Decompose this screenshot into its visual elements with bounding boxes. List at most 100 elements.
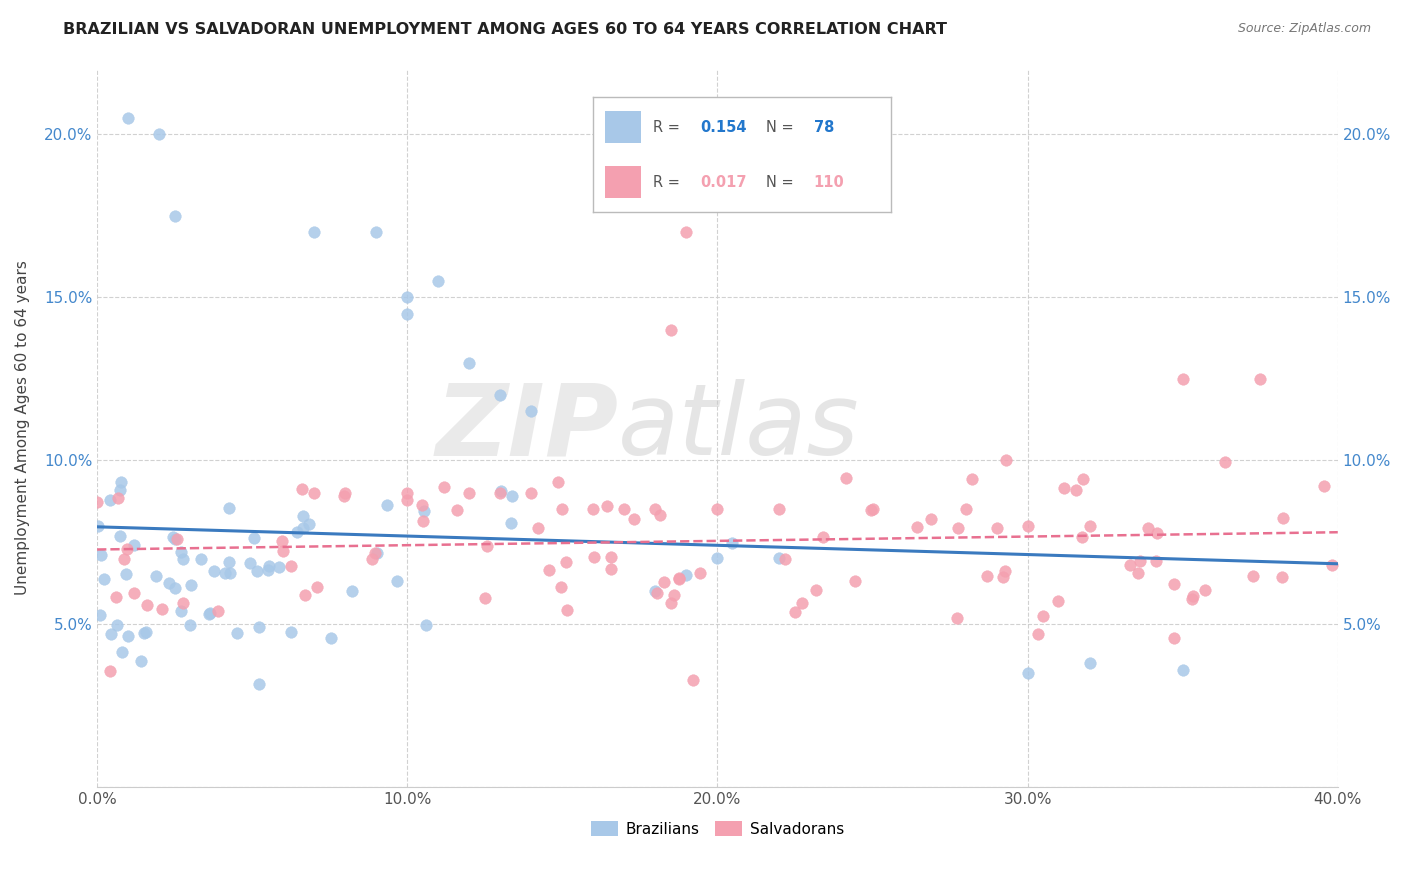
Point <box>501 490 523 504</box>
Point <box>1181 591 1204 606</box>
Point <box>145 569 167 583</box>
Point <box>257 559 280 574</box>
Point <box>1194 582 1216 597</box>
Point <box>110 475 132 489</box>
Point <box>520 404 543 418</box>
Point <box>955 502 977 516</box>
Point <box>1071 472 1094 486</box>
Point <box>623 512 645 526</box>
Point <box>257 563 280 577</box>
Point <box>1181 589 1204 603</box>
Point <box>907 519 929 533</box>
Point <box>1144 554 1167 568</box>
Point <box>396 306 419 320</box>
Point <box>411 498 433 512</box>
Point <box>112 552 135 566</box>
Point <box>555 603 578 617</box>
Point <box>387 574 409 588</box>
Point <box>1136 520 1159 534</box>
Point <box>474 591 496 606</box>
Point <box>165 581 187 595</box>
Point <box>1119 558 1142 572</box>
Point <box>190 552 212 566</box>
Point <box>994 564 1017 578</box>
Point <box>148 127 170 141</box>
Point <box>1313 479 1336 493</box>
Point <box>835 471 858 485</box>
Point <box>844 574 866 588</box>
Point <box>1271 510 1294 524</box>
Point <box>114 566 136 581</box>
Point <box>1163 577 1185 591</box>
Point <box>280 624 302 639</box>
Point <box>596 499 619 513</box>
Point <box>613 502 636 516</box>
Point <box>135 624 157 639</box>
Point <box>270 533 292 548</box>
Point <box>446 502 468 516</box>
Point <box>98 664 121 678</box>
Point <box>668 571 690 585</box>
Point <box>361 551 384 566</box>
Point <box>363 545 385 559</box>
Point <box>117 111 139 125</box>
Point <box>89 549 111 563</box>
Point <box>214 566 236 580</box>
Point <box>433 480 456 494</box>
Point <box>377 499 399 513</box>
Point <box>110 528 132 542</box>
Point <box>162 530 184 544</box>
Point <box>644 584 666 599</box>
Point <box>207 604 229 618</box>
Point <box>520 486 543 500</box>
Point <box>93 573 115 587</box>
Point <box>1047 594 1070 608</box>
Point <box>662 588 685 602</box>
Point <box>342 584 364 599</box>
Point <box>1271 569 1294 583</box>
Point <box>412 514 434 528</box>
Point <box>811 530 834 544</box>
Point <box>527 520 550 534</box>
Point <box>249 676 271 690</box>
Point <box>1066 483 1088 497</box>
Point <box>721 536 744 550</box>
Point <box>396 486 419 500</box>
Point <box>172 552 194 566</box>
Point <box>150 602 173 616</box>
Point <box>98 493 121 508</box>
Point <box>1171 372 1194 386</box>
Point <box>920 512 942 526</box>
Point <box>302 225 325 239</box>
Point <box>1163 631 1185 645</box>
Point <box>682 673 704 687</box>
Point <box>87 519 110 533</box>
Point <box>706 551 728 566</box>
Point <box>551 502 574 516</box>
Point <box>652 574 675 589</box>
Point <box>198 607 221 621</box>
Point <box>198 606 221 620</box>
Text: ZIP: ZIP <box>436 379 619 476</box>
Point <box>412 504 434 518</box>
Point <box>427 274 450 288</box>
Point <box>169 545 191 559</box>
Point <box>136 598 159 612</box>
Point <box>1017 518 1039 533</box>
Point <box>122 538 145 552</box>
Point <box>659 596 682 610</box>
Point <box>547 475 569 490</box>
Point <box>804 583 827 598</box>
Point <box>555 555 578 569</box>
Point <box>689 566 711 581</box>
Point <box>976 569 998 583</box>
Point <box>129 655 152 669</box>
Point <box>948 521 970 535</box>
Point <box>202 564 225 578</box>
Point <box>100 627 122 641</box>
Point <box>859 503 882 517</box>
Point <box>86 495 108 509</box>
Point <box>170 604 193 618</box>
Point <box>179 617 201 632</box>
Point <box>862 502 884 516</box>
